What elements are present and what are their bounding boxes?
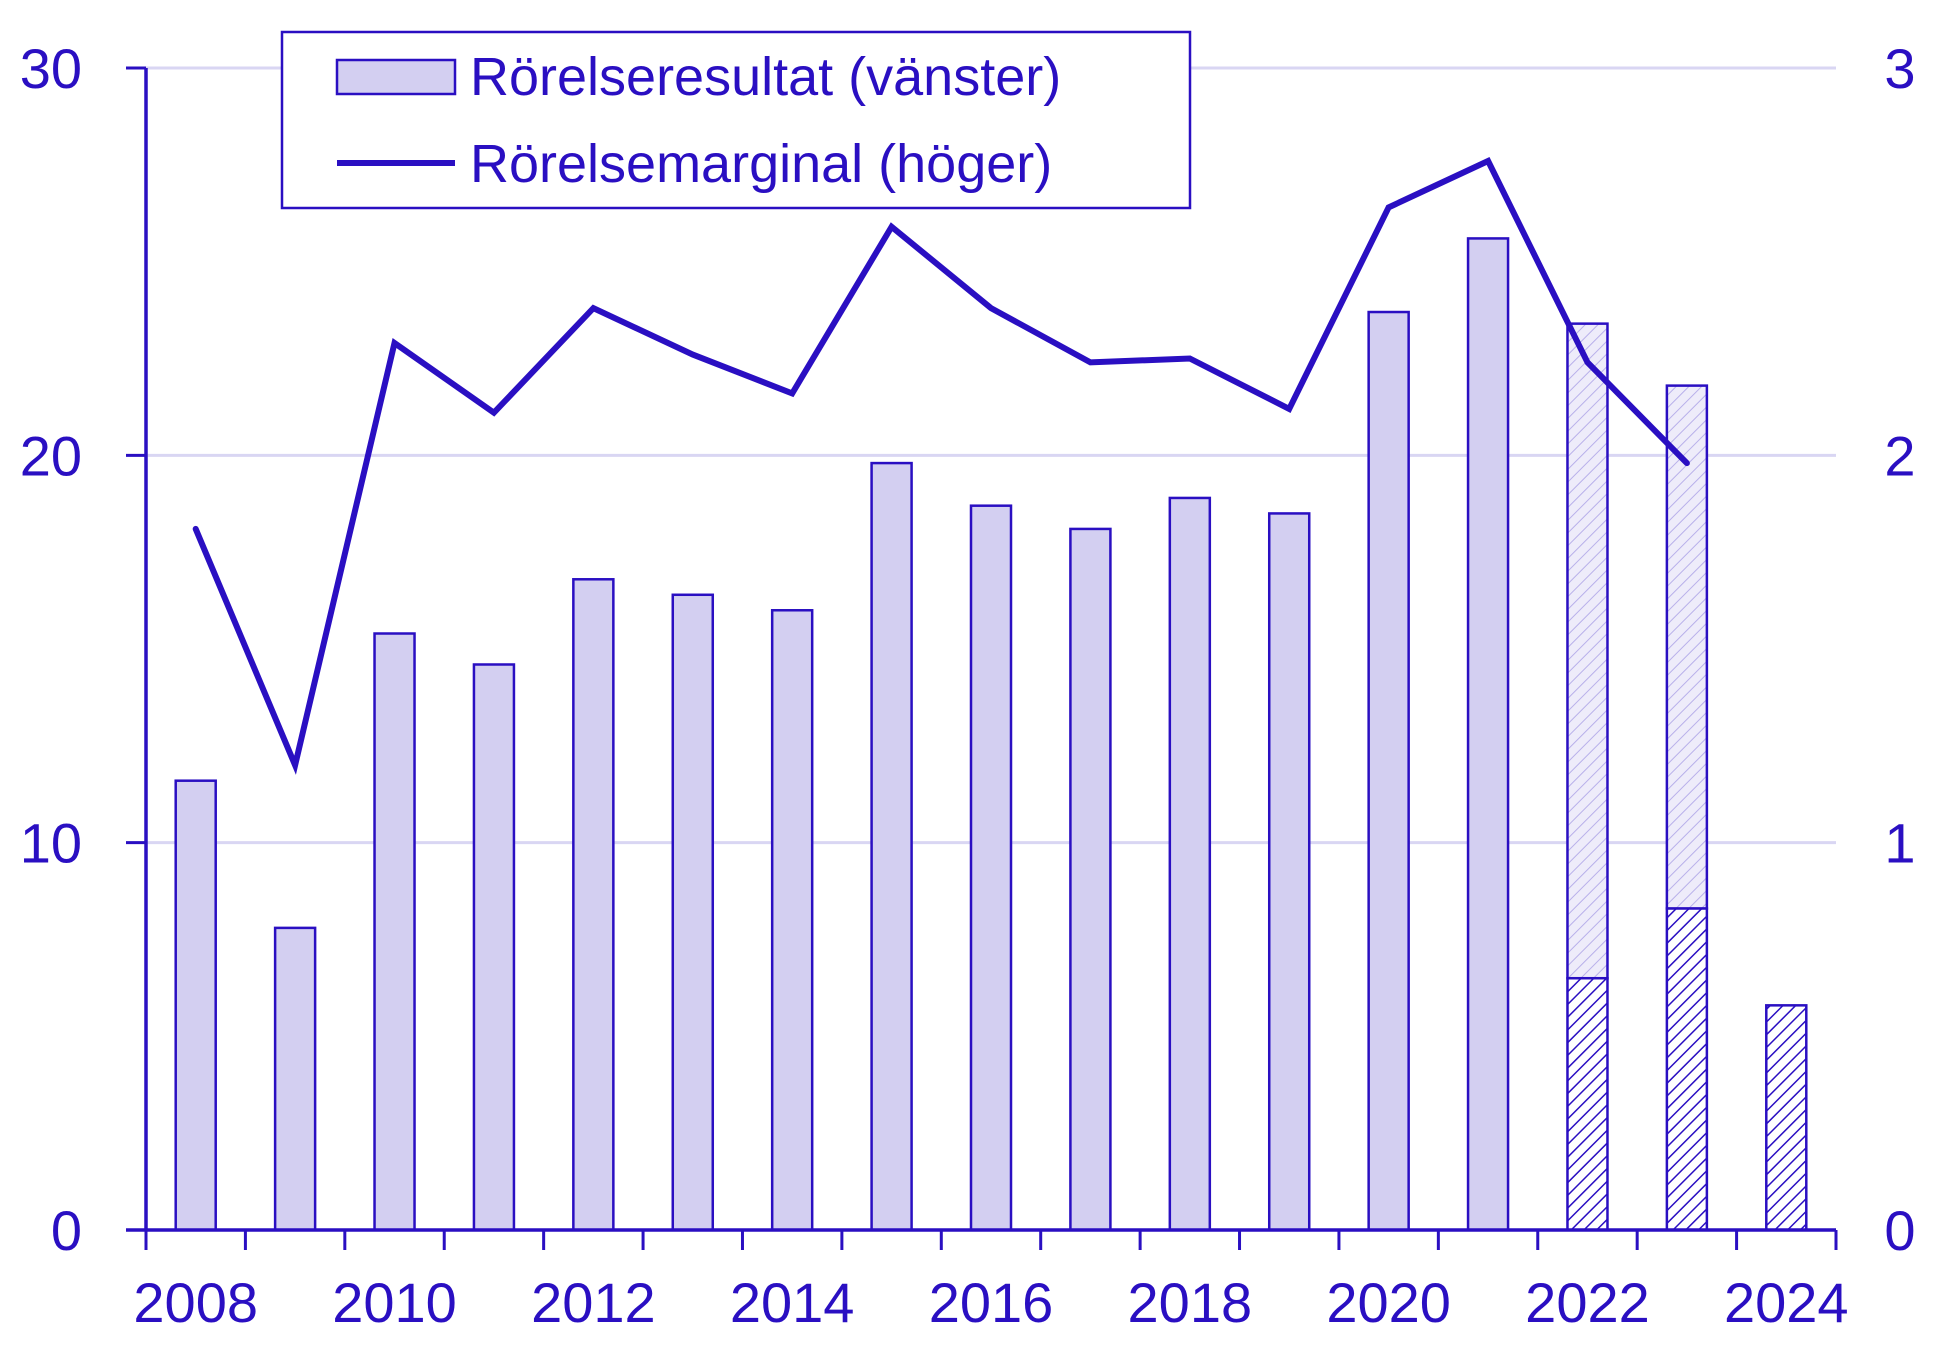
bar-2018 [1168,496,1212,1232]
bar-2019 [1267,512,1311,1232]
bar-hatched-2024 [1765,1004,1808,1232]
x-tick-label: 2020 [1326,1271,1451,1334]
bars [174,237,1808,1232]
x-tick-label: 2018 [1128,1271,1253,1334]
x-tick-label: 2024 [1724,1271,1849,1334]
bar-2010 [373,632,416,1232]
legend-bar-label: Rörelseresultat (vänster) [470,47,1061,107]
bar-2023 [1665,384,1709,910]
x-tick-label: 2016 [929,1271,1054,1334]
bar-2015 [870,461,913,1232]
y-right-tick-label: 0 [1884,1199,1915,1262]
legend-line-label: Rörelsemarginal (höger) [470,134,1052,194]
bar-2012 [572,578,615,1232]
x-tick-label: 2010 [332,1271,457,1334]
y-left-tick-label: 10 [20,812,82,875]
y-left-tick-label: 30 [20,37,82,100]
margin-series-line [192,157,1690,775]
y-right-tick-label: 1 [1884,812,1915,875]
y-right-tick-label: 3 [1884,37,1915,100]
bar-2013 [671,593,715,1232]
bar-2020 [1367,310,1410,1232]
x-tick-label: 2012 [531,1271,656,1334]
x-tick-label: 2014 [730,1271,855,1334]
x-tick-label: 2022 [1525,1271,1650,1334]
bar-2011 [472,663,516,1232]
bar-hatched-2022 [1566,976,1609,1232]
bar-2017 [1069,527,1112,1232]
bar-2014 [770,609,814,1232]
legend: Rörelseresultat (vänster) Rörelsemarginal… [280,30,1192,210]
y-left-tick-label: 20 [20,424,82,487]
y-right-tick-label: 2 [1884,424,1915,487]
y-left-tick-label: 0 [51,1199,82,1262]
bar-2009 [273,926,317,1232]
bar-hatched-2023 [1665,907,1709,1232]
bar-2008 [174,779,217,1232]
bar-2022 [1566,322,1609,980]
axes: 0 10 20 30 0 1 2 3 2008 2010 2012 2014 2016 2018 2020 2… [20,37,1916,1334]
bar-2016 [969,504,1013,1232]
bar-2021 [1466,237,1510,1232]
margin-line [192,157,1690,775]
x-tick-label: 2008 [133,1271,258,1334]
legend-bar-swatch [335,58,457,96]
